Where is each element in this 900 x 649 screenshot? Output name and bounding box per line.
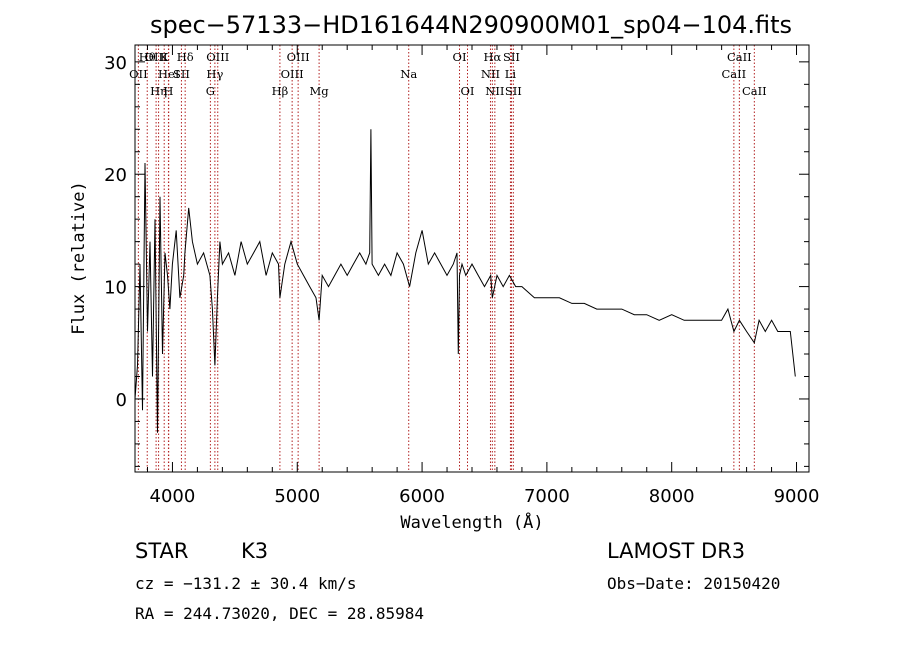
line-label: SII [505,84,522,98]
y-tick-label: 30 [104,53,127,74]
y-tick-label: 10 [104,278,127,299]
line-label: OIII [281,67,304,81]
line-label: OI [453,50,467,64]
line-label: G [206,84,215,98]
line-label: NII [485,84,504,98]
line-label: SII [503,50,520,64]
chart-title: spec−57133−HD161644N290900M01_sp04−104.f… [150,11,792,39]
line-label: OIII [287,50,310,64]
x-tick-label: 6000 [399,486,445,507]
line-label: Hα [483,50,501,64]
obs-date: Obs−Date: 20150420 [607,574,780,593]
x-tick-label: 7000 [524,486,570,507]
y-axis: 0 10 20 30 [104,53,809,467]
line-label: Hβ [272,84,289,98]
object-class: STAR [135,539,188,563]
y-axis-label: Flux (relative) [69,181,89,335]
line-label: OIII [145,50,168,64]
line-label: Na [400,67,417,81]
object-subclass: K3 [241,539,268,563]
spectrum-line [134,129,796,433]
coordinates: RA = 244.73020, DEC = 28.85984 [135,604,424,623]
line-label: HeI [158,67,179,81]
x-tick-label: 4000 [150,486,196,507]
y-tick-label: 0 [116,390,127,411]
plot-frame [134,44,810,473]
line-label: Li [505,67,517,81]
line-labels: OIIHθOIIIHηKHeIHSIIHδGHγOIIIHβOIIIOIIIMg… [129,50,767,98]
line-label: Hδ [177,50,194,64]
survey-name: LAMOST DR3 [607,539,745,563]
x-tick-label: 5000 [274,486,320,507]
x-axis: 4000 5000 6000 7000 8000 9000 [146,45,820,507]
line-label: OII [129,67,148,81]
x-tick-label: 8000 [649,486,695,507]
line-label: OI [461,84,475,98]
line-label: Hγ [206,67,223,81]
redshift-cz: cz = −131.2 ± 30.4 km/s [135,574,357,593]
line-label: CaII [727,50,752,64]
x-tick-label: 9000 [774,486,820,507]
line-label: Hη [150,84,167,98]
x-axis-label: Wavelength (Å) [400,511,543,533]
line-label: SII [173,67,190,81]
line-label: CaII [742,84,767,98]
line-label: Mg [310,84,330,98]
y-tick-label: 20 [104,165,127,186]
line-label: H [163,84,173,98]
line-label: OIII [206,50,229,64]
line-label: NII [481,67,500,81]
line-label: Hθ [139,50,156,64]
line-markers [137,45,755,472]
line-label: CaII [721,67,746,81]
line-label: K [160,50,169,64]
